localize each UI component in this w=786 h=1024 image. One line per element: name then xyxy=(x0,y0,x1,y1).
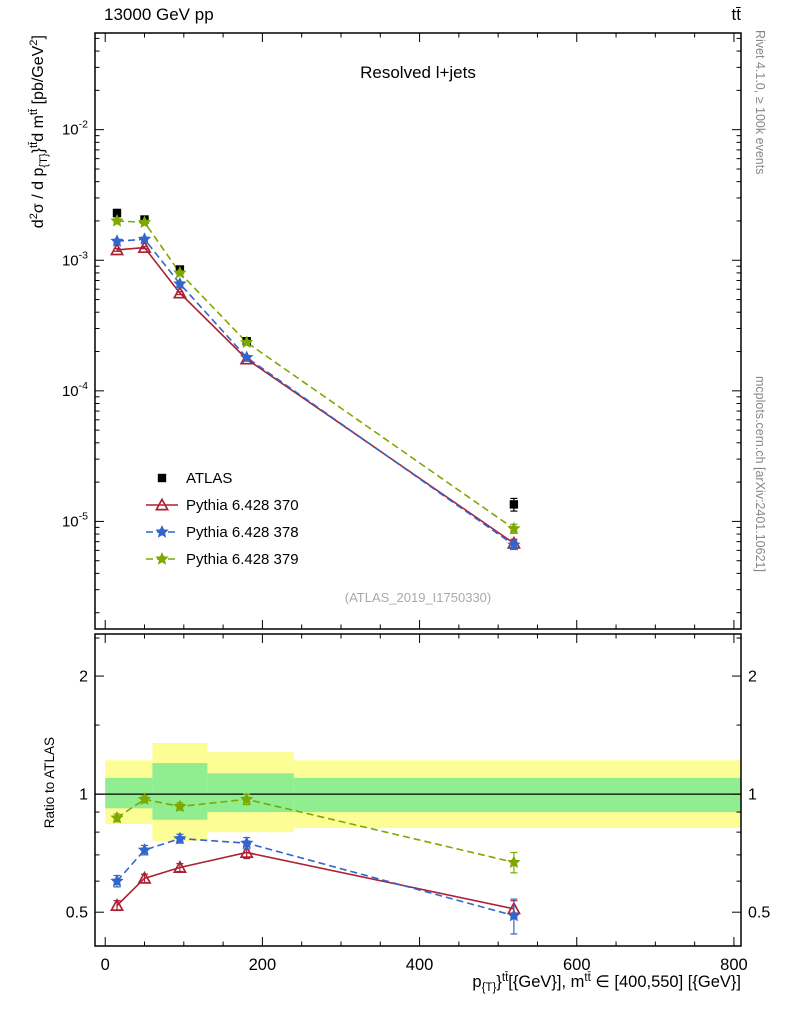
svg-text:10-5: 10-5 xyxy=(62,510,88,530)
axis-tick-labels: 10-5 10-4 10-3 10-2 0.5 0.5 1 1 2 2 0 200 400 600 800 xyxy=(62,119,770,974)
ratio-y-axis-label: Ratio to ATLAS xyxy=(42,737,57,829)
y-axis-label: d2σ / d p{T}}tt̄d mtt̄ [pb/GeV2] xyxy=(27,35,50,229)
process-label: tt̄ xyxy=(731,5,741,24)
svg-text:0.5: 0.5 xyxy=(66,905,88,922)
legend-item-pythia-6.428-378: Pythia 6.428 378 xyxy=(146,524,299,541)
rivet-version-note: Rivet 4.1.0, ≥ 100k events xyxy=(753,30,767,175)
series-points-pythia-6.428-370 xyxy=(109,845,521,918)
ratio-panel-frame xyxy=(94,633,742,947)
svg-text:800: 800 xyxy=(720,956,748,974)
svg-text:1: 1 xyxy=(79,787,88,804)
legend-label: ATLAS xyxy=(186,470,232,487)
svg-text:0: 0 xyxy=(101,956,110,974)
svg-text:2: 2 xyxy=(79,669,88,686)
series-points-pythia-6.428-370 xyxy=(109,240,521,549)
series-points-pythia-6.428-378 xyxy=(110,232,521,551)
svg-text:10-4: 10-4 xyxy=(62,380,88,400)
svg-text:1: 1 xyxy=(748,787,757,804)
legend-item-pythia-6.428-370: Pythia 6.428 370 xyxy=(146,497,299,514)
series-line-pythia-6.428-378 xyxy=(116,837,515,917)
svg-text:10-2: 10-2 xyxy=(62,119,88,139)
svg-text:400: 400 xyxy=(406,956,434,974)
legend-item-atlas: ATLAS xyxy=(157,470,232,487)
legend-label: Pythia 6.428 379 xyxy=(186,551,299,568)
series-points-pythia-6.428-378 xyxy=(110,831,521,935)
analysis-watermark: (ATLAS_2019_I1750330) xyxy=(344,590,492,605)
series-line-pythia-6.428-378 xyxy=(116,238,515,546)
legend-label: Pythia 6.428 378 xyxy=(186,524,299,541)
ratio-uncertainty-bands xyxy=(105,743,741,841)
top-panel-frame xyxy=(94,32,742,630)
svg-text:2: 2 xyxy=(748,669,757,686)
series-points-pythia-6.428-379 xyxy=(110,792,521,874)
series-line-pythia-6.428-370 xyxy=(116,851,515,910)
svg-text:600: 600 xyxy=(563,956,591,974)
svg-text:200: 200 xyxy=(249,956,277,974)
legend-label: Pythia 6.428 370 xyxy=(186,497,299,514)
beam-energy-label: 13000 GeV pp xyxy=(104,5,214,24)
x-axis-label: p{T}}tt̄[{GeV}], mtt̄ ∈ [400,550] [{GeV}… xyxy=(472,971,741,995)
mcplots-note: mcplots.cern.ch [arXiv:2401.10621] xyxy=(753,376,767,572)
legend: ATLAS Pythia 6.428 370 Pythia 6.428 378 Pyt… xyxy=(146,470,299,568)
series-points-atlas xyxy=(112,208,519,512)
legend-item-pythia-6.428-379: Pythia 6.428 379 xyxy=(146,551,299,568)
svg-text:10-3: 10-3 xyxy=(62,249,88,269)
plot-title: Resolved l+jets xyxy=(360,63,476,82)
svg-text:0.5: 0.5 xyxy=(748,905,770,922)
series-points-pythia-6.428-379 xyxy=(110,213,521,535)
